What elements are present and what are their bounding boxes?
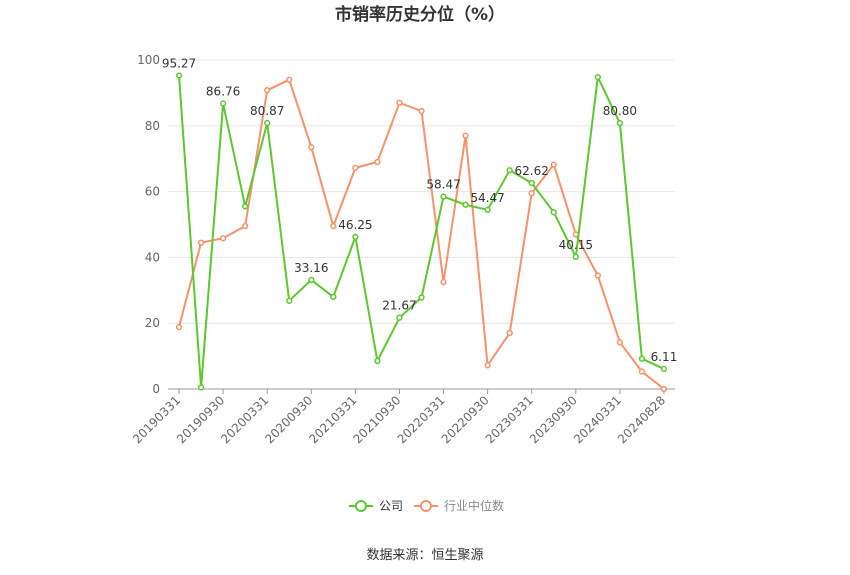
data-point [286, 297, 293, 304]
data-point [308, 276, 315, 284]
data-point [506, 329, 513, 337]
data-point [462, 132, 469, 139]
data-label: 6.11 [651, 350, 678, 364]
data-label: 40.15 [559, 238, 593, 252]
legend-item-industry-median[interactable]: 行业中位数 [414, 498, 504, 513]
y-tick-label: 40 [145, 250, 160, 264]
data-point [330, 293, 337, 301]
data-point [550, 209, 557, 216]
y-tick-label: 0 [152, 382, 160, 396]
data-point [396, 314, 403, 321]
data-point [660, 385, 668, 393]
data-label: 80.87 [250, 104, 284, 118]
data-point [660, 365, 668, 373]
series-lines [175, 72, 668, 393]
data-point [418, 294, 425, 301]
data-point [374, 158, 381, 166]
y-tick-label: 80 [145, 119, 160, 133]
data-point [418, 107, 425, 115]
data-point [484, 362, 491, 369]
data-point [219, 235, 227, 242]
data-point [440, 193, 447, 200]
data-point [638, 355, 646, 362]
data-label: 33.16 [294, 261, 328, 275]
legend-marker [355, 500, 367, 512]
data-point [550, 161, 557, 168]
data-point [462, 201, 469, 208]
chart-title: 市销率历史分位（%） [335, 4, 505, 25]
series-line [178, 75, 665, 389]
y-tick-label: 60 [145, 185, 160, 199]
data-point [396, 99, 403, 106]
data-point [484, 206, 491, 213]
data-point [242, 203, 249, 210]
data-point [219, 100, 227, 107]
data-point [175, 72, 183, 79]
data-point [616, 120, 624, 127]
data-point [528, 179, 535, 187]
legend-label: 公司 [379, 499, 403, 513]
data-point [330, 222, 337, 230]
data-label: 95.27 [162, 57, 196, 71]
series-company [175, 72, 668, 391]
data-label: 86.76 [206, 85, 240, 99]
data-point [242, 222, 249, 230]
y-tick-label: 20 [145, 316, 160, 330]
data-point [594, 73, 601, 81]
data-point [286, 76, 293, 83]
data-label: 21.67 [382, 299, 416, 313]
legend-item-company[interactable]: 公司 [349, 499, 403, 513]
data-point [528, 190, 535, 197]
data-point [264, 119, 271, 127]
x-axis: 2019033120190930202003312020093020210331… [130, 388, 675, 446]
data-label: 58.47 [426, 178, 460, 192]
data-label: 54.47 [470, 191, 504, 205]
legend[interactable]: 公司 行业中位数 [349, 498, 504, 513]
data-label: 80.80 [603, 104, 637, 118]
data-point [616, 339, 624, 346]
grid [168, 59, 675, 324]
x-tick-label: 20240828 [615, 393, 668, 446]
data-point [374, 357, 381, 365]
data-point [638, 368, 646, 375]
data-point [197, 384, 205, 391]
data-point [572, 253, 579, 261]
data-label: 62.62 [515, 164, 549, 178]
data-labels: 95.27 86.76 80.87 33.16 46.25 21.67 58.47 54.47… [162, 57, 677, 364]
y-tick-label: 100 [137, 53, 160, 67]
y-axis: 0 20 40 60 80 100 [137, 53, 160, 396]
series-industry-median [175, 76, 668, 393]
data-point [308, 144, 315, 151]
data-point [506, 167, 513, 174]
data-point [197, 239, 205, 246]
data-label: 46.25 [338, 218, 372, 232]
data-point [594, 272, 601, 279]
data-point [352, 233, 359, 240]
source-text: 数据来源：恒生聚源 [366, 548, 483, 563]
legend-label: 行业中位数 [444, 498, 504, 513]
legend-marker [420, 500, 432, 512]
data-point [175, 323, 183, 331]
data-point [264, 87, 271, 94]
data-point [440, 278, 447, 286]
data-point [352, 164, 359, 172]
